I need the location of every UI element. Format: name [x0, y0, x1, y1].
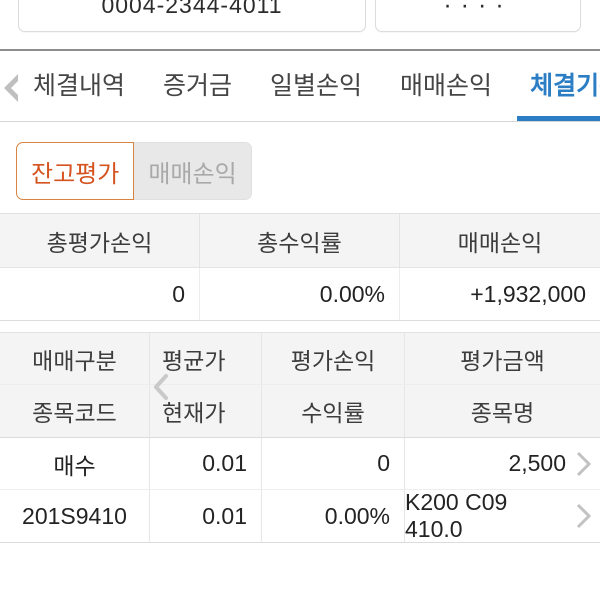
cell-종목코드: 201S9410: [0, 490, 150, 542]
summary-value-row: 0 0.00% +1,932,000: [0, 268, 600, 321]
table-row[interactable]: 매수 0.01 0 2,500: [0, 438, 600, 490]
summary-header-row: 총평가손익 총수익률 매매손익: [0, 213, 600, 268]
cell-평가금액-value: 2,500: [508, 450, 566, 476]
holdings-header-row-1: 매매구분 평균가 평가손익 평가금액: [0, 332, 600, 385]
header-divider: [0, 49, 600, 51]
column-header-평가금액: 평가금액: [460, 347, 545, 374]
tab-일별손익[interactable]: 일별손익: [270, 72, 363, 100]
segment-잔고평가[interactable]: 잔고평가: [16, 142, 135, 200]
chevron-left-icon[interactable]: [0, 68, 24, 108]
cell-평균가: 0.01: [150, 438, 262, 489]
account-number-field[interactable]: 0004-2344-4011: [18, 0, 366, 32]
account-password-field[interactable]: ····: [375, 0, 581, 32]
cell-평가손익: 0: [262, 438, 405, 489]
cell-종목명-value: K200 C09 410.0: [405, 489, 508, 542]
tab-매매손익[interactable]: 매매손익: [400, 72, 493, 100]
account-number-value: 0004-2344-4011: [101, 0, 283, 18]
holdings-header-row-2: 종목코드 현재가 수익률 종목명: [0, 385, 600, 438]
chevron-right-icon[interactable]: [574, 450, 592, 478]
summary-value-매매손익: +1,932,000: [470, 280, 586, 307]
summary-header-총평가손익: 총평가손익: [0, 214, 200, 267]
chevron-left-icon[interactable]: [148, 372, 174, 402]
column-header-평가손익: 평가손익: [262, 333, 405, 384]
summary-value-총수익률: 0.00%: [200, 268, 400, 320]
column-header-평균가: 평균가: [150, 333, 262, 384]
tab-증거금[interactable]: 증거금: [163, 72, 233, 100]
account-input-row: 0004-2344-4011 ····: [0, 0, 600, 34]
chevron-right-icon[interactable]: [574, 502, 592, 530]
column-header-종목코드: 종목코드: [0, 385, 150, 437]
tab-체결내역[interactable]: 체결내역: [33, 72, 126, 100]
tab-list: 체결내역 증거금 일별손익 매매손익 체결기준: [14, 51, 600, 121]
summary-table: 총평가손익 총수익률 매매손익 0 0.00% +1,932,000: [0, 213, 600, 321]
account-password-value: ····: [443, 0, 513, 19]
cell-현재가: 0.01: [150, 490, 262, 542]
column-header-매매구분: 매매구분: [0, 333, 150, 384]
cell-평가금액: 2,500: [405, 438, 600, 489]
tab-체결기준[interactable]: 체결기준: [511, 51, 600, 121]
cell-매매구분: 매수: [0, 438, 150, 489]
summary-header-총수익률: 총수익률: [200, 214, 400, 267]
summary-value-총평가손익: 0: [0, 268, 200, 320]
view-mode-segmented-control: 잔고평가 매매손익: [16, 142, 252, 200]
tab-bar: 체결내역 증거금 일별손익 매매손익 체결기준: [0, 51, 600, 122]
cell-수익률: 0.00%: [262, 490, 405, 542]
column-header-현재가: 현재가: [150, 385, 262, 437]
column-header-수익률: 수익률: [262, 385, 405, 437]
table-row[interactable]: 201S9410 0.01 0.00% K200 C09 410.0: [0, 489, 600, 543]
holdings-table: 매매구분 평균가 평가손익 평가금액 종목코드 현재가 수익률 종목명 매수 0…: [0, 332, 600, 543]
segment-매매손익[interactable]: 매매손익: [134, 142, 252, 200]
summary-header-매매손익: 매매손익: [457, 229, 543, 256]
cell-종목명: K200 C09 410.0: [405, 489, 600, 542]
column-header-종목명: 종목명: [470, 400, 535, 426]
